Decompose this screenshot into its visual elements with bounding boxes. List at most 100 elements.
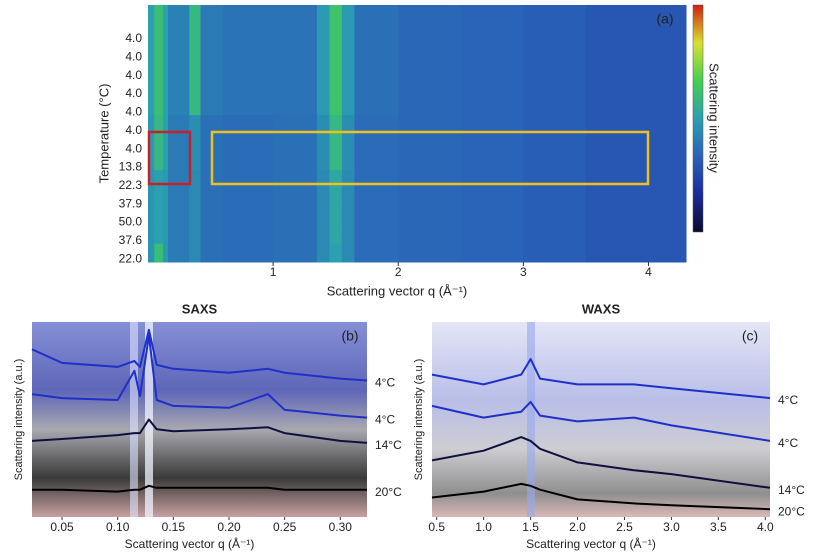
heatmap-cell xyxy=(148,96,155,116)
panel-annotation: (c) xyxy=(742,328,758,344)
heatmap-cell xyxy=(189,188,202,208)
series-label: 4°C xyxy=(778,436,798,450)
heatmap-cell xyxy=(460,78,524,98)
heatmap-cell xyxy=(200,225,224,245)
heatmap-cell xyxy=(148,243,155,263)
heatmap-cell xyxy=(200,78,224,98)
heatmap-cell xyxy=(460,133,524,153)
heatmap-cell xyxy=(273,151,318,171)
heatmap-cell xyxy=(460,151,524,171)
heatmap-cell xyxy=(523,23,587,43)
x-tick-label: 0.15 xyxy=(162,520,186,534)
heatmap-cell xyxy=(329,133,343,153)
heatmap-cell xyxy=(341,206,355,226)
y-tick-label: 37.6 xyxy=(119,233,143,247)
series-label: 4°C xyxy=(375,413,395,427)
heatmap-cell xyxy=(148,225,155,245)
heatmap-cell xyxy=(585,151,687,171)
heatmap-cell xyxy=(398,188,462,208)
heatmap-cell xyxy=(148,151,155,171)
heatmap-cell xyxy=(316,243,330,263)
heatmap-cell xyxy=(168,96,190,116)
heatmap-cell xyxy=(354,170,399,190)
heatmap-cell xyxy=(163,243,169,263)
heatmap-cell xyxy=(329,5,343,24)
heatmap-cell xyxy=(316,41,330,61)
series-label: 4°C xyxy=(778,393,798,407)
heatmap-cell xyxy=(329,23,343,43)
heatmap-cell xyxy=(460,188,524,208)
heatmap-cell xyxy=(341,23,355,43)
heatmap-cell xyxy=(354,151,399,171)
x-tick-label: 0.25 xyxy=(273,520,297,534)
heatmap-cell xyxy=(273,23,318,43)
heatmap-cell xyxy=(523,41,587,61)
y-tick-label: 4.0 xyxy=(125,123,142,137)
heatmap-cell xyxy=(316,96,330,116)
heatmap-cell xyxy=(273,96,318,116)
heatmap-cell xyxy=(273,41,318,61)
heatmap-cell xyxy=(168,115,190,134)
heatmap-cell xyxy=(168,188,190,208)
x-tick-label: 3.0 xyxy=(663,520,680,534)
heatmap-cell xyxy=(460,5,524,24)
x-tick-label: 0.5 xyxy=(428,520,445,534)
heatmap-cell xyxy=(148,188,155,208)
series-label: 14°C xyxy=(375,438,402,452)
heatmap-cell xyxy=(523,170,587,190)
heatmap-cell xyxy=(200,206,224,226)
heatmap-cell xyxy=(585,170,687,190)
heatmap-cell xyxy=(273,115,318,134)
heatmap-cell xyxy=(273,243,318,263)
x-tick-label: 2 xyxy=(395,265,402,279)
heatmap-cell xyxy=(460,23,524,43)
heatmap-cell xyxy=(163,188,169,208)
heatmap-cell xyxy=(189,23,202,43)
heatmap-cell xyxy=(163,41,169,61)
heatmap-cell xyxy=(163,170,169,190)
heatmap-cell xyxy=(354,96,399,116)
heatmap-cell xyxy=(200,115,224,134)
heatmap-cell xyxy=(329,96,343,116)
series-label: 20°C xyxy=(778,504,805,518)
heatmap-cell xyxy=(154,170,164,190)
heatmap-cell xyxy=(354,188,399,208)
heatmap-cell xyxy=(329,78,343,98)
heatmap-cell xyxy=(223,96,274,116)
heatmap-cell xyxy=(273,225,318,245)
heatmap-cell xyxy=(154,206,164,226)
heatmap-cell xyxy=(341,170,355,190)
heatmap-cell xyxy=(341,133,355,153)
charts: 4.0 4.0 4.0 4.0 4.0 4.0 4.0 13.8 22.3 37.9 50.0 37.… xyxy=(13,4,805,551)
heatmap-cell xyxy=(316,5,330,24)
x-axis-label: Scattering vector q (Å⁻¹) xyxy=(125,536,255,551)
heatmap-cell xyxy=(329,206,343,226)
heatmap-cell xyxy=(189,151,202,171)
heatmap-cell xyxy=(585,60,687,79)
heatmap-cell xyxy=(460,41,524,61)
heatmap-cell xyxy=(154,96,164,116)
heatmap-cell xyxy=(163,60,169,79)
heatmap-cell xyxy=(148,133,155,153)
heatmap-cell xyxy=(223,41,274,61)
heatmap-cell xyxy=(163,5,169,24)
heatmap-cell xyxy=(148,115,155,134)
heatmap-cell xyxy=(163,115,169,134)
heatmap-cell xyxy=(154,5,164,24)
heatmap-cell xyxy=(523,5,587,24)
x-tick-label: 1 xyxy=(270,265,277,279)
x-tick-label: 0.05 xyxy=(50,520,74,534)
heatmap-cell xyxy=(354,243,399,263)
heatmap-cell xyxy=(168,170,190,190)
heatmap-cell xyxy=(223,225,274,245)
heatmap-cell xyxy=(398,206,462,226)
heatmap-cell xyxy=(200,96,224,116)
heatmap-cell xyxy=(354,23,399,43)
heatmap-cell xyxy=(189,41,202,61)
heatmap-cell xyxy=(398,96,462,116)
heatmap-cell xyxy=(329,115,343,134)
heatmap-cell xyxy=(154,78,164,98)
colorbar-label: Scattering intensity xyxy=(707,63,722,173)
heatmap-cell xyxy=(585,41,687,61)
peak-band xyxy=(527,322,535,517)
